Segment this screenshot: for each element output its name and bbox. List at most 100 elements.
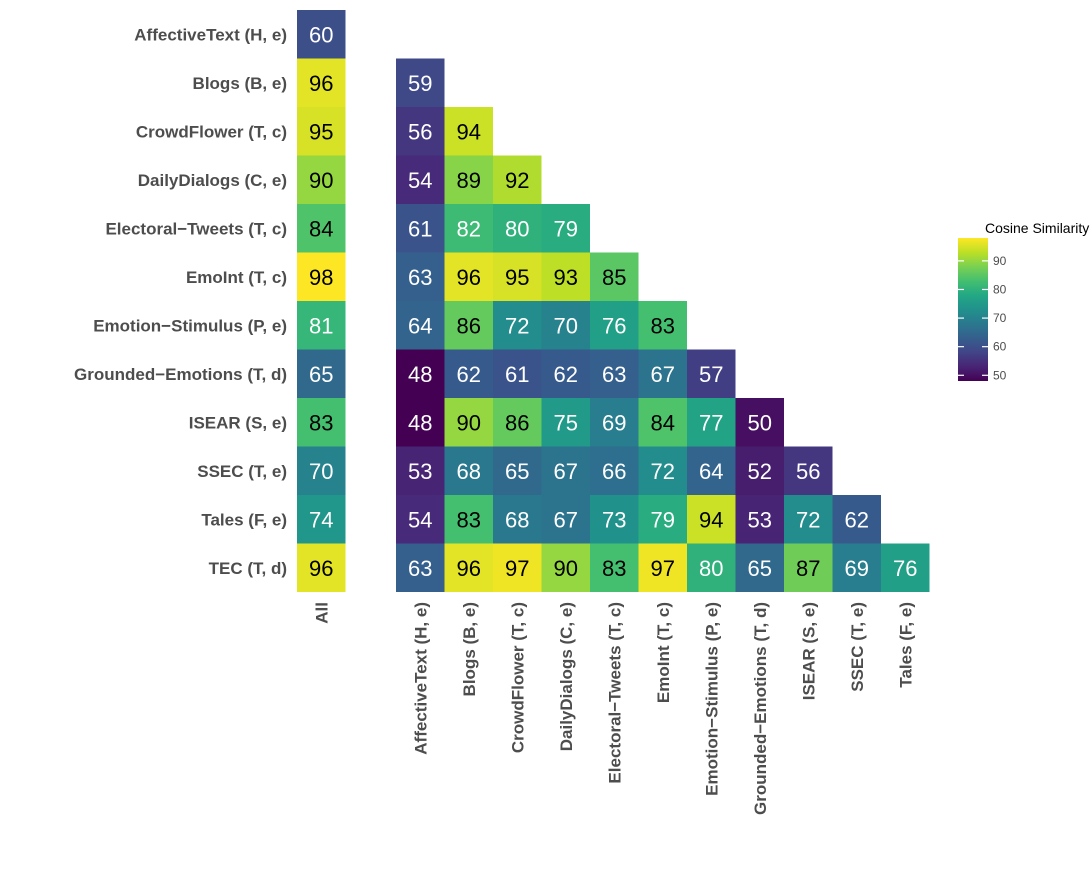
matrix-cell — [590, 301, 639, 350]
column-label: Electoral−Tweets (T, c) — [605, 602, 624, 784]
all-cell-value: 83 — [309, 410, 333, 435]
matrix-cell-value: 79 — [651, 507, 675, 532]
matrix-cell-value: 97 — [505, 556, 529, 581]
matrix-cell — [396, 349, 445, 398]
all-cell-value: 81 — [309, 313, 333, 338]
matrix-cell — [638, 495, 687, 544]
matrix-cell — [444, 155, 493, 204]
matrix-cell — [638, 301, 687, 350]
matrix-cell — [396, 58, 445, 107]
matrix-cell — [541, 349, 590, 398]
matrix-cell-value: 48 — [408, 362, 432, 387]
matrix-cell-value: 83 — [651, 313, 675, 338]
matrix-cell — [493, 252, 542, 301]
matrix-cell-value: 68 — [457, 459, 481, 484]
legend: Cosine Similarity 50 60 70 80 90 — [958, 220, 1089, 382]
matrix-cell — [444, 204, 493, 253]
column-label: Grounded−Emotions (T, d) — [751, 602, 770, 815]
matrix-cell — [493, 349, 542, 398]
matrix-cell-value: 90 — [457, 410, 481, 435]
matrix-cell-value: 95 — [505, 265, 529, 290]
matrix-cell-value: 96 — [457, 265, 481, 290]
matrix-cell — [493, 204, 542, 253]
row-label: TEC (T, d) — [209, 559, 287, 578]
matrix-cell-value: 50 — [748, 410, 772, 435]
matrix-cell — [396, 252, 445, 301]
matrix-cell-value: 57 — [699, 362, 723, 387]
legend-tick-label: 70 — [993, 311, 1007, 325]
all-cell-value: 96 — [309, 71, 333, 96]
all-cell — [297, 301, 346, 350]
matrix-cell — [444, 495, 493, 544]
legend-tick-label: 80 — [993, 282, 1007, 296]
all-cell — [297, 204, 346, 253]
matrix-cell-value: 65 — [505, 459, 529, 484]
legend-tick-label: 90 — [993, 254, 1007, 268]
matrix-cell-value: 83 — [602, 556, 626, 581]
matrix-cell — [638, 398, 687, 447]
matrix-cell-value: 54 — [408, 507, 432, 532]
all-cell-value: 65 — [309, 362, 333, 387]
all-cell-value: 96 — [309, 556, 333, 581]
matrix-cell — [396, 204, 445, 253]
matrix-cell-value: 54 — [408, 168, 432, 193]
matrix-cell — [590, 543, 639, 592]
matrix-cell-value: 93 — [554, 265, 578, 290]
matrix-cell — [687, 446, 736, 495]
matrix-cell-value: 87 — [796, 556, 820, 581]
matrix-cell-value: 67 — [554, 507, 578, 532]
matrix-cell-value: 61 — [505, 362, 529, 387]
matrix-cell — [541, 252, 590, 301]
matrix-cell — [735, 398, 784, 447]
row-label: Electoral−Tweets (T, c) — [105, 219, 287, 238]
matrix-cell-value: 84 — [651, 410, 675, 435]
matrix-cell-value: 73 — [602, 507, 626, 532]
all-cell-value: 60 — [309, 22, 333, 47]
matrix-cell-value: 68 — [505, 507, 529, 532]
matrix-cell — [444, 252, 493, 301]
matrix-cell — [590, 349, 639, 398]
matrix-cell-value: 85 — [602, 265, 626, 290]
column-labels: All AffectiveText (H, e) Blogs (B, e) Crowd… — [312, 602, 915, 815]
all-cell — [297, 495, 346, 544]
matrix-cell — [396, 398, 445, 447]
matrix-cell-value: 80 — [699, 556, 723, 581]
matrix-cell — [687, 495, 736, 544]
all-cell — [297, 107, 346, 156]
row-label: ISEAR (S, e) — [189, 413, 287, 432]
matrix-cell-value: 64 — [408, 313, 432, 338]
all-cell — [297, 446, 346, 495]
matrix-cell-value: 63 — [408, 556, 432, 581]
matrix-cell-value: 67 — [554, 459, 578, 484]
row-label: SSEC (T, e) — [197, 462, 287, 481]
matrix-cell-value: 63 — [602, 362, 626, 387]
all-cell-value: 84 — [309, 216, 333, 241]
all-cell — [297, 155, 346, 204]
matrix-cell-value: 72 — [505, 313, 529, 338]
column-label: EmoInt (T, c) — [654, 602, 673, 703]
matrix-cell — [493, 155, 542, 204]
matrix-cell-value: 77 — [699, 410, 723, 435]
column-label: ISEAR (S, e) — [799, 602, 818, 700]
row-label: Blogs (B, e) — [193, 74, 287, 93]
matrix-cell-value: 65 — [748, 556, 772, 581]
row-label: Emotion−Stimulus (P, e) — [93, 316, 287, 335]
matrix-cell — [396, 495, 445, 544]
matrix-cell-value: 63 — [408, 265, 432, 290]
matrix-cell-value: 83 — [457, 507, 481, 532]
all-cell — [297, 398, 346, 447]
legend-tick-label: 60 — [993, 340, 1007, 354]
matrix-cell-value: 56 — [796, 459, 820, 484]
column-label: Tales (F, e) — [896, 602, 915, 688]
matrix-cell-value: 67 — [651, 362, 675, 387]
all-cell — [297, 10, 346, 59]
matrix-cell — [541, 204, 590, 253]
matrix-cell — [493, 495, 542, 544]
matrix-cell — [444, 349, 493, 398]
column-label: Emotion−Stimulus (P, e) — [702, 602, 721, 796]
matrix-cell-value: 62 — [457, 362, 481, 387]
matrix-cell — [396, 446, 445, 495]
matrix-cell-value: 53 — [748, 507, 772, 532]
matrix-cell — [396, 543, 445, 592]
